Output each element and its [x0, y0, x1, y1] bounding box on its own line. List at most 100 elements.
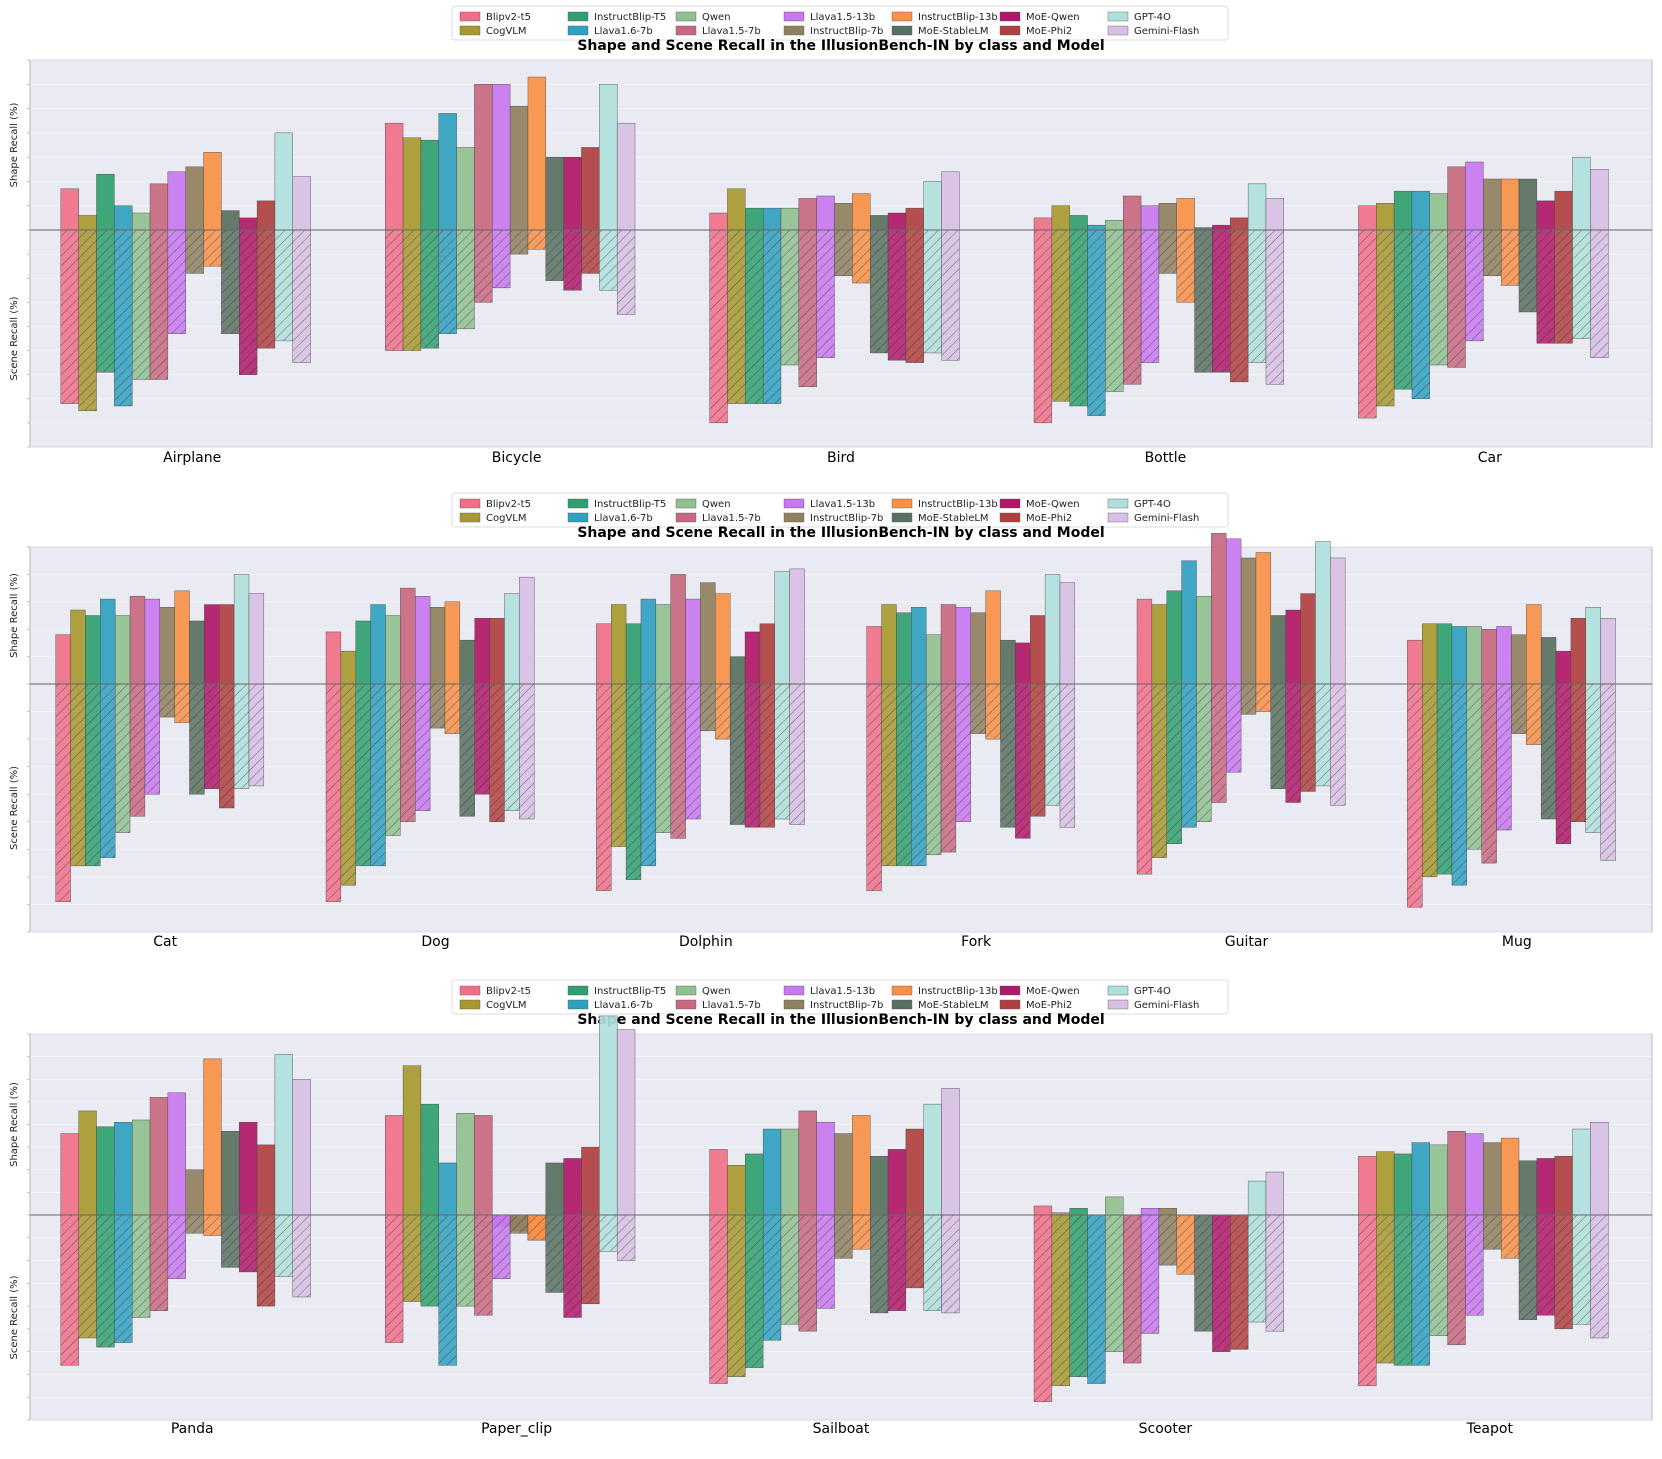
- shape-bar: [834, 203, 853, 231]
- scene-bar-hatch: [1585, 684, 1601, 833]
- shape-bar: [1570, 618, 1586, 685]
- scene-bar-hatch: [780, 230, 799, 366]
- legend-swatch: [567, 512, 589, 523]
- scene-bar-hatch: [816, 230, 835, 358]
- shape-bar: [1481, 629, 1497, 685]
- scene-bar-hatch: [759, 684, 775, 828]
- scene-bar-hatch: [55, 684, 71, 902]
- shape-bar: [940, 604, 957, 685]
- shape-bar: [185, 166, 204, 231]
- shape-bar: [1500, 178, 1520, 231]
- legend-label: Gemini-Flash: [1134, 1000, 1199, 1011]
- legend-box: [451, 979, 1229, 1015]
- scene-bar-hatch: [888, 1215, 906, 1311]
- shape-bar: [420, 1103, 439, 1216]
- category-label: Guitar: [1225, 934, 1269, 950]
- scene-bar-hatch: [132, 1215, 151, 1318]
- shape-bar: [1393, 1153, 1413, 1216]
- scene-bar-hatch: [798, 230, 817, 387]
- scene-bar-hatch: [941, 684, 956, 853]
- shape-bar: [866, 626, 882, 685]
- legend-swatch: [675, 25, 697, 36]
- legend-label: MoE-StableLM: [918, 513, 989, 524]
- legend-swatch: [675, 498, 697, 509]
- shape-bar: [85, 615, 101, 685]
- shape-bar: [256, 200, 276, 231]
- scene-bar-hatch: [459, 684, 475, 817]
- shape-bar: [709, 212, 728, 231]
- scene-bar-hatch: [60, 1215, 79, 1366]
- legend-swatch: [891, 25, 913, 36]
- shape-bar: [78, 215, 97, 231]
- shape-bar: [144, 598, 160, 685]
- legend-label: Gemini-Flash: [1134, 26, 1199, 37]
- scene-bar-hatch: [1141, 1215, 1159, 1334]
- scene-bar-hatch: [403, 1215, 421, 1302]
- shape-bar: [1429, 1144, 1448, 1216]
- scene-bar-hatch: [1315, 684, 1331, 786]
- legend-swatch: [459, 512, 481, 523]
- scene-bar-hatch: [185, 1215, 204, 1234]
- scene-bar-hatch: [1194, 1215, 1213, 1332]
- legend-box: [451, 5, 1229, 41]
- shape-bar: [325, 631, 342, 685]
- shape-bar: [611, 604, 627, 685]
- scene-bar-hatch: [888, 230, 906, 361]
- shape-bar: [274, 132, 293, 231]
- scene-bar-hatch: [221, 230, 240, 334]
- shape-bar: [527, 76, 546, 231]
- category-group: Fork: [866, 574, 1076, 950]
- shape-bar: [545, 1162, 564, 1216]
- legend-label: MoE-StableLM: [918, 1000, 989, 1011]
- scene-bar-hatch: [685, 684, 701, 820]
- shape-bar: [911, 607, 927, 685]
- shape-bar: [100, 598, 116, 685]
- scene-bar-hatch: [60, 230, 79, 404]
- shape-bar: [729, 656, 746, 685]
- shape-bar: [1087, 224, 1106, 231]
- shape-bar: [1429, 193, 1448, 231]
- scene-bar-hatch: [1030, 684, 1046, 817]
- scene-bar-hatch: [1481, 684, 1497, 864]
- y-axis-label-scene: Scene Recall (%): [9, 296, 20, 380]
- scene-bar-hatch: [400, 684, 416, 822]
- shape-bar: [596, 623, 612, 685]
- shape-bar: [1000, 639, 1016, 685]
- legend-swatch: [1107, 985, 1129, 996]
- shape-bar: [456, 1112, 475, 1216]
- category-group: Bicycle: [385, 76, 636, 466]
- scene-bar-hatch: [96, 230, 115, 373]
- scene-bar-hatch: [189, 684, 205, 795]
- shape-bar: [274, 1054, 293, 1216]
- legend-swatch: [999, 985, 1021, 996]
- shape-bar: [1300, 593, 1316, 685]
- scene-bar-hatch: [1526, 684, 1542, 745]
- scene-bar-hatch: [474, 230, 493, 303]
- category-group: Airplane: [60, 132, 311, 466]
- scene-bar-hatch: [1518, 1215, 1537, 1320]
- shape-bar: [1158, 1208, 1177, 1216]
- shape-bar: [1526, 604, 1542, 685]
- shape-bar: [941, 171, 960, 231]
- category-label: Scooter: [1139, 1421, 1193, 1437]
- shape-bar: [402, 1065, 422, 1216]
- scene-bar-hatch: [896, 684, 912, 866]
- shape-bar: [114, 205, 133, 231]
- scene-bar-hatch: [144, 684, 160, 795]
- chart-panel-3: Blipv2-t5 CogVLM InstructBlip-T5 Llava1.6-7…: [9, 979, 1653, 1437]
- scene-bar-hatch: [1196, 684, 1212, 822]
- shape-bar: [429, 607, 446, 685]
- legend-swatch: [567, 999, 589, 1010]
- scene-bar-hatch: [292, 230, 311, 363]
- scene-bar-hatch: [274, 1215, 293, 1277]
- scene-bar-hatch: [78, 230, 97, 411]
- scene-bar-hatch: [132, 230, 151, 380]
- scene-bar-hatch: [248, 684, 264, 786]
- legend-swatch: [567, 498, 589, 509]
- scene-bar-hatch: [1270, 684, 1286, 789]
- category-group: Bird: [709, 171, 960, 466]
- scene-bar-hatch: [1230, 1215, 1249, 1350]
- scene-bar-hatch: [203, 230, 222, 267]
- scene-bar-hatch: [1123, 1215, 1142, 1364]
- scene-bar-hatch: [185, 230, 204, 274]
